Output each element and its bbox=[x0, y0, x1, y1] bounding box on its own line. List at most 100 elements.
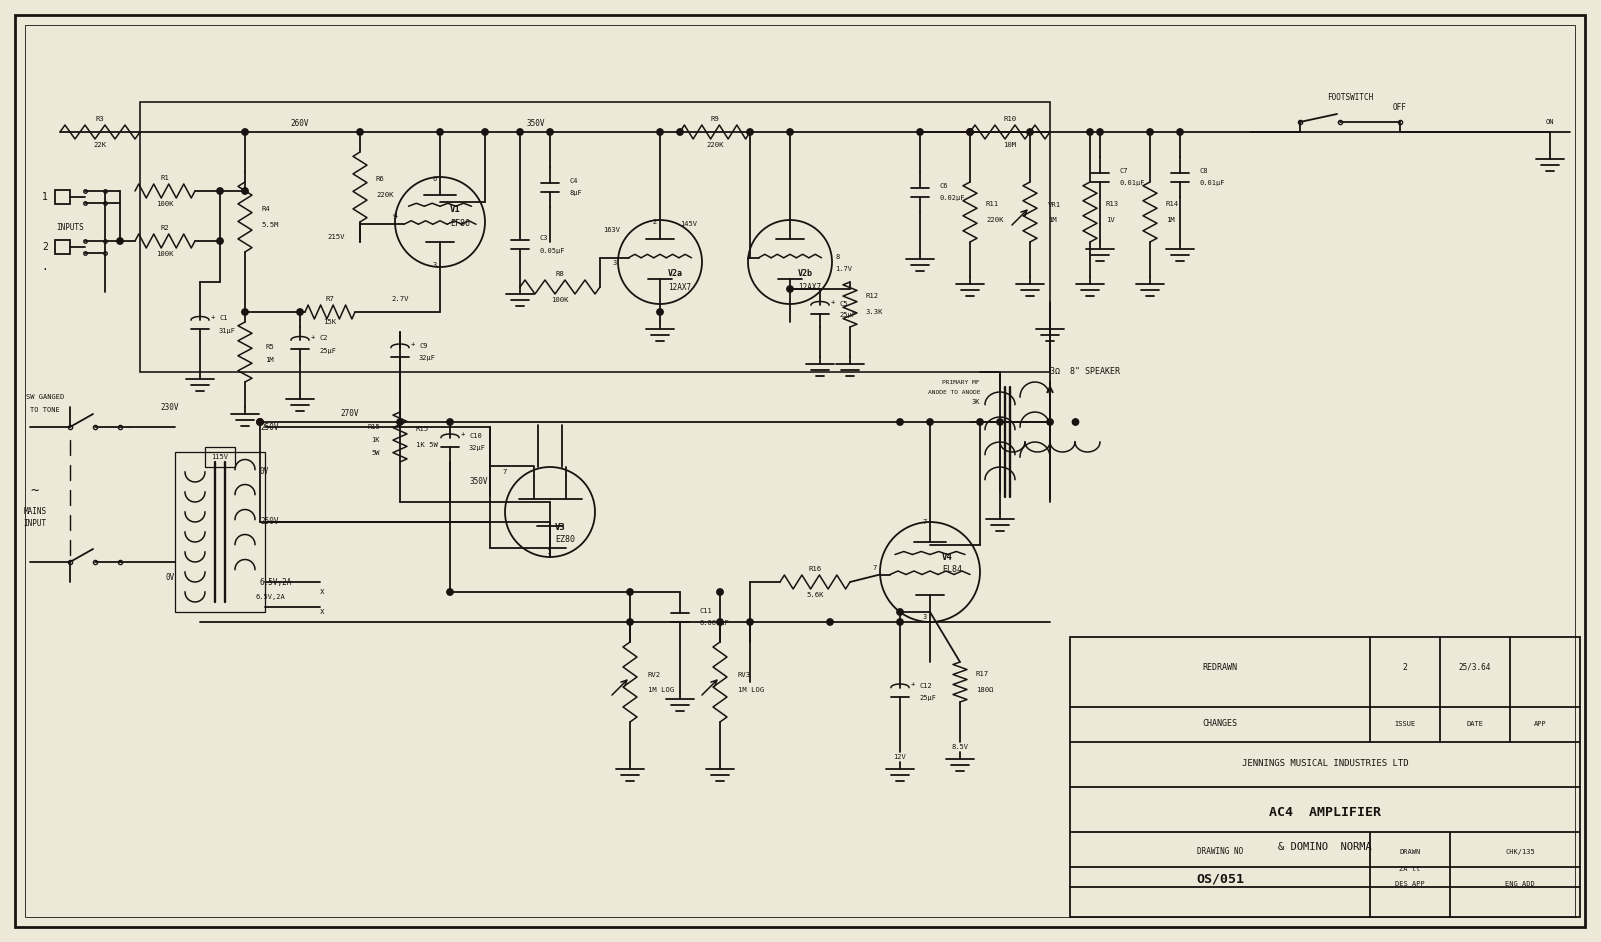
Circle shape bbox=[1177, 129, 1183, 136]
Text: 3: 3 bbox=[922, 614, 927, 620]
Circle shape bbox=[897, 419, 903, 425]
Text: +: + bbox=[831, 299, 836, 305]
Text: 1M LOG: 1M LOG bbox=[738, 687, 764, 693]
Text: SW GANGED: SW GANGED bbox=[26, 394, 64, 400]
Text: V2a: V2a bbox=[668, 269, 684, 279]
Text: R14: R14 bbox=[1166, 201, 1178, 207]
Circle shape bbox=[517, 129, 524, 136]
Text: R17: R17 bbox=[977, 671, 989, 677]
Text: 7: 7 bbox=[503, 469, 508, 475]
Text: 25μF: 25μF bbox=[319, 348, 336, 353]
Circle shape bbox=[482, 129, 488, 136]
Circle shape bbox=[242, 187, 248, 194]
Text: DRAWING NO: DRAWING NO bbox=[1198, 848, 1242, 856]
Text: 25μF: 25μF bbox=[839, 313, 857, 318]
Text: 1: 1 bbox=[392, 212, 397, 218]
Circle shape bbox=[1047, 419, 1053, 425]
Text: 3Ω  8" SPEAKER: 3Ω 8" SPEAKER bbox=[1050, 367, 1121, 377]
Text: 1M LOG: 1M LOG bbox=[648, 687, 674, 693]
Text: FOOTSWITCH: FOOTSWITCH bbox=[1327, 92, 1374, 102]
Text: V4: V4 bbox=[941, 553, 953, 561]
Circle shape bbox=[826, 619, 833, 625]
Text: RV3: RV3 bbox=[738, 672, 751, 678]
Text: OFF: OFF bbox=[1393, 103, 1407, 111]
Text: 32μF: 32μF bbox=[469, 445, 487, 451]
Text: R2: R2 bbox=[160, 225, 170, 231]
Text: 7: 7 bbox=[922, 519, 927, 525]
Text: 12V: 12V bbox=[893, 754, 906, 760]
Text: 100K: 100K bbox=[157, 251, 175, 257]
Text: DATE: DATE bbox=[1467, 721, 1484, 727]
Text: +: + bbox=[461, 431, 466, 437]
Circle shape bbox=[437, 129, 443, 136]
Text: C3: C3 bbox=[540, 236, 548, 241]
Text: C5: C5 bbox=[839, 300, 847, 306]
Text: x: x bbox=[320, 608, 325, 616]
Text: 3K: 3K bbox=[972, 399, 980, 405]
Text: 100K: 100K bbox=[157, 201, 175, 207]
Text: C2: C2 bbox=[319, 335, 328, 342]
Text: R11: R11 bbox=[986, 201, 999, 207]
Circle shape bbox=[397, 419, 403, 425]
Bar bbox=[175, 452, 266, 612]
Text: C7: C7 bbox=[1119, 168, 1127, 174]
Text: 5.6K: 5.6K bbox=[807, 592, 825, 598]
Circle shape bbox=[1026, 129, 1033, 136]
Bar bbox=[205, 447, 235, 467]
Text: C11: C11 bbox=[700, 608, 712, 614]
Circle shape bbox=[967, 129, 973, 136]
Circle shape bbox=[897, 609, 903, 615]
Text: RV2: RV2 bbox=[648, 672, 661, 678]
Circle shape bbox=[656, 129, 663, 136]
Text: EZ80: EZ80 bbox=[556, 535, 575, 544]
Circle shape bbox=[242, 309, 248, 316]
Text: C10: C10 bbox=[469, 433, 482, 439]
Text: C6: C6 bbox=[940, 183, 948, 189]
Text: 8μF: 8μF bbox=[568, 190, 581, 196]
Text: 1: 1 bbox=[42, 192, 48, 202]
Circle shape bbox=[216, 187, 223, 194]
Text: 2: 2 bbox=[653, 219, 656, 225]
Text: 1M: 1M bbox=[1166, 217, 1175, 223]
Text: 7: 7 bbox=[873, 564, 877, 571]
Circle shape bbox=[256, 419, 263, 425]
Text: 1V: 1V bbox=[1106, 217, 1114, 223]
Text: 230V: 230V bbox=[160, 402, 179, 412]
Text: C9: C9 bbox=[419, 343, 427, 349]
Bar bbox=[54, 240, 70, 254]
Circle shape bbox=[1146, 129, 1153, 136]
Circle shape bbox=[677, 129, 684, 136]
Text: 260V: 260V bbox=[291, 120, 309, 128]
Text: 2.7V: 2.7V bbox=[391, 296, 408, 302]
Text: VR1: VR1 bbox=[1049, 202, 1061, 208]
Text: 1K 5W: 1K 5W bbox=[416, 442, 439, 448]
Text: C12: C12 bbox=[919, 683, 932, 689]
Text: +: + bbox=[211, 314, 215, 320]
Text: 1M: 1M bbox=[266, 357, 274, 363]
Text: INPUTS: INPUTS bbox=[56, 222, 83, 232]
Text: 12AX7: 12AX7 bbox=[668, 283, 692, 291]
Text: 0V: 0V bbox=[165, 573, 175, 581]
Text: R12: R12 bbox=[866, 294, 879, 300]
Text: ANODE TO ANODE: ANODE TO ANODE bbox=[927, 389, 980, 395]
Text: 6.5V,2A: 6.5V,2A bbox=[255, 594, 285, 600]
Text: 115V: 115V bbox=[211, 454, 229, 460]
Text: 0.001μF: 0.001μF bbox=[700, 620, 728, 626]
Text: .: . bbox=[42, 262, 48, 272]
Text: 12AX7: 12AX7 bbox=[797, 283, 821, 291]
Text: 215V: 215V bbox=[328, 234, 344, 240]
Text: CHANGES: CHANGES bbox=[1202, 720, 1238, 728]
Circle shape bbox=[628, 589, 634, 595]
Text: 220K: 220K bbox=[706, 142, 724, 148]
Text: 3: 3 bbox=[432, 262, 437, 268]
Circle shape bbox=[746, 619, 752, 625]
Text: R1: R1 bbox=[160, 175, 170, 181]
Circle shape bbox=[357, 129, 363, 136]
Text: +: + bbox=[311, 334, 315, 340]
Text: V3: V3 bbox=[556, 523, 565, 531]
Text: +: + bbox=[411, 342, 415, 348]
Text: V1: V1 bbox=[450, 205, 461, 215]
Circle shape bbox=[1073, 419, 1079, 425]
Text: APP: APP bbox=[1534, 721, 1547, 727]
Text: C8: C8 bbox=[1199, 168, 1207, 174]
